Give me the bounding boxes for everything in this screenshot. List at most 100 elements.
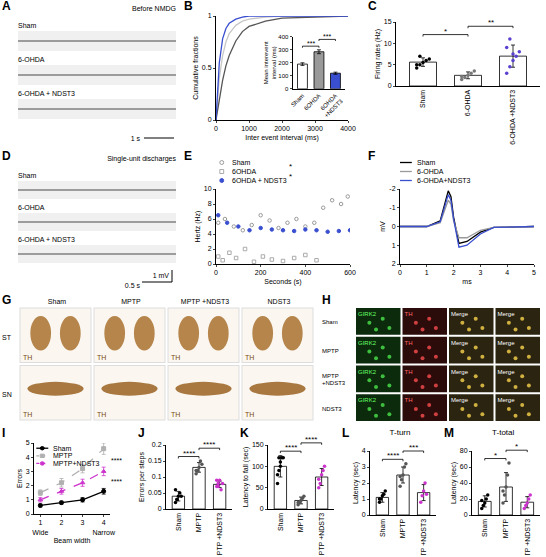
- svg-text:MPTP +NDST3: MPTP +NDST3: [318, 513, 325, 555]
- svg-text:6-OHDA: 6-OHDA: [464, 89, 471, 116]
- svg-text:1Wide: 1Wide: [32, 519, 48, 535]
- svg-text:0: 0: [392, 223, 396, 230]
- svg-text:Sham: Sham: [232, 159, 250, 166]
- svg-text:200: 200: [255, 269, 267, 276]
- svg-text:mV: mV: [379, 221, 386, 232]
- svg-text:Merge: Merge: [451, 340, 469, 346]
- svg-text:6-OHDA: 6-OHDA: [18, 56, 45, 63]
- svg-text:***: ***: [307, 40, 315, 47]
- svg-text:1: 1: [208, 12, 212, 19]
- svg-text:5: 5: [532, 269, 536, 276]
- svg-text:Sham: Sham: [277, 513, 284, 531]
- svg-text:1: 1: [392, 242, 396, 249]
- svg-text:MPTP: MPTP: [322, 348, 339, 354]
- svg-text:6OHDA+NDST3: 6OHDA+NDST3: [318, 92, 345, 119]
- svg-text:1 mV: 1 mV: [153, 272, 170, 279]
- svg-text:0: 0: [158, 505, 162, 512]
- svg-text:MPTP: MPTP: [399, 518, 406, 538]
- svg-text:2000: 2000: [274, 125, 290, 132]
- svg-text:50: 50: [256, 484, 264, 491]
- svg-text:4Narrow: 4Narrow: [92, 519, 116, 535]
- svg-text:Merge: Merge: [498, 369, 516, 375]
- svg-text:T-total: T-total: [492, 428, 514, 437]
- svg-text:1: 1: [362, 495, 366, 502]
- svg-text:GIRK2: GIRK2: [358, 340, 377, 346]
- svg-text:MPTP: MPTP: [195, 512, 202, 532]
- svg-text:0: 0: [398, 269, 402, 276]
- svg-text:Merge: Merge: [498, 311, 516, 317]
- svg-text:6-OHDA +NDST3: 6-OHDA +NDST3: [509, 90, 516, 145]
- svg-text:100: 100: [252, 463, 264, 470]
- svg-text:0.5: 0.5: [202, 64, 212, 71]
- svg-text:6OHDA: 6OHDA: [232, 168, 256, 175]
- svg-text:20: 20: [460, 495, 468, 502]
- svg-text:Sham: Sham: [419, 90, 426, 108]
- svg-text:Errors: Errors: [16, 468, 23, 488]
- svg-text:Sham: Sham: [53, 445, 71, 452]
- svg-text:MPTP: MPTP: [121, 298, 141, 305]
- svg-text:0: 0: [260, 505, 264, 512]
- svg-text:2: 2: [392, 260, 396, 267]
- svg-text:Sham: Sham: [481, 519, 488, 537]
- svg-text:MPTP: MPTP: [53, 452, 73, 459]
- svg-text:Hertz (Hz): Hertz (Hz): [194, 211, 202, 243]
- svg-text:6-OHDA+NDST3: 6-OHDA+NDST3: [417, 177, 471, 184]
- svg-text:5: 5: [388, 61, 392, 68]
- svg-text:MPTP +NDST3: MPTP +NDST3: [181, 298, 229, 305]
- svg-text:****: ****: [111, 478, 122, 485]
- svg-text:TH: TH: [23, 411, 32, 418]
- svg-text:4: 4: [362, 447, 366, 454]
- svg-text:6: 6: [208, 215, 212, 222]
- svg-text:***: ***: [323, 33, 331, 40]
- svg-text:MPTP +NDST3: MPTP +NDST3: [524, 519, 531, 555]
- svg-text:*: *: [289, 162, 292, 171]
- svg-text:80: 80: [460, 447, 468, 454]
- svg-text:MPTP +NDST3: MPTP +NDST3: [216, 513, 223, 555]
- svg-text:1000: 1000: [241, 125, 257, 132]
- svg-text:2: 2: [362, 479, 366, 486]
- svg-text:Sham: Sham: [290, 93, 305, 108]
- svg-text:Latency (sec): Latency (sec): [352, 462, 360, 504]
- svg-text:Latency to fall (sec): Latency to fall (sec): [242, 447, 250, 508]
- svg-text:Sham: Sham: [18, 172, 36, 179]
- svg-text:+NDST3: +NDST3: [322, 380, 346, 386]
- svg-text:10: 10: [384, 40, 392, 47]
- svg-text:GIRK2: GIRK2: [358, 311, 377, 317]
- svg-text:****: ****: [387, 451, 399, 460]
- svg-text:5: 5: [26, 439, 30, 446]
- svg-text:NDST3: NDST3: [268, 298, 291, 305]
- svg-text:TH: TH: [245, 354, 254, 361]
- svg-text:TH: TH: [405, 311, 413, 317]
- svg-text:Firing rates (Hz): Firing rates (Hz): [374, 29, 382, 79]
- svg-text:100: 100: [278, 73, 289, 79]
- svg-text:Errors per steps: Errors per steps: [138, 452, 146, 502]
- svg-text:3: 3: [362, 463, 366, 470]
- svg-text:TH: TH: [245, 411, 254, 418]
- svg-text:Merge: Merge: [451, 397, 469, 403]
- svg-text:2: 2: [59, 519, 63, 526]
- svg-text:*: *: [515, 442, 518, 451]
- svg-text:6-OHDA + NDST3: 6-OHDA + NDST3: [18, 90, 75, 97]
- svg-text:Merge: Merge: [498, 340, 516, 346]
- svg-text:Merge: Merge: [498, 397, 516, 403]
- svg-text:60: 60: [460, 463, 468, 470]
- svg-text:3000: 3000: [307, 125, 323, 132]
- svg-text:3: 3: [478, 269, 482, 276]
- svg-text:NDST3: NDST3: [322, 406, 342, 412]
- svg-text:TH: TH: [97, 354, 106, 361]
- svg-text:0: 0: [285, 86, 289, 92]
- svg-text:TH: TH: [97, 411, 106, 418]
- svg-text:400: 400: [278, 34, 289, 40]
- svg-text:Beam width: Beam width: [54, 537, 91, 544]
- svg-text:MPTP: MPTP: [502, 518, 509, 538]
- svg-text:****: ****: [305, 435, 317, 444]
- svg-text:2: 2: [452, 269, 456, 276]
- svg-text:300: 300: [278, 47, 289, 53]
- svg-text:****: ****: [203, 440, 215, 449]
- svg-text:0.05: 0.05: [148, 489, 162, 496]
- svg-text:4: 4: [208, 230, 212, 237]
- svg-text:40: 40: [460, 479, 468, 486]
- svg-text:6-OHDA: 6-OHDA: [18, 204, 45, 211]
- svg-text:0: 0: [208, 116, 212, 123]
- svg-text:Merge: Merge: [451, 369, 469, 375]
